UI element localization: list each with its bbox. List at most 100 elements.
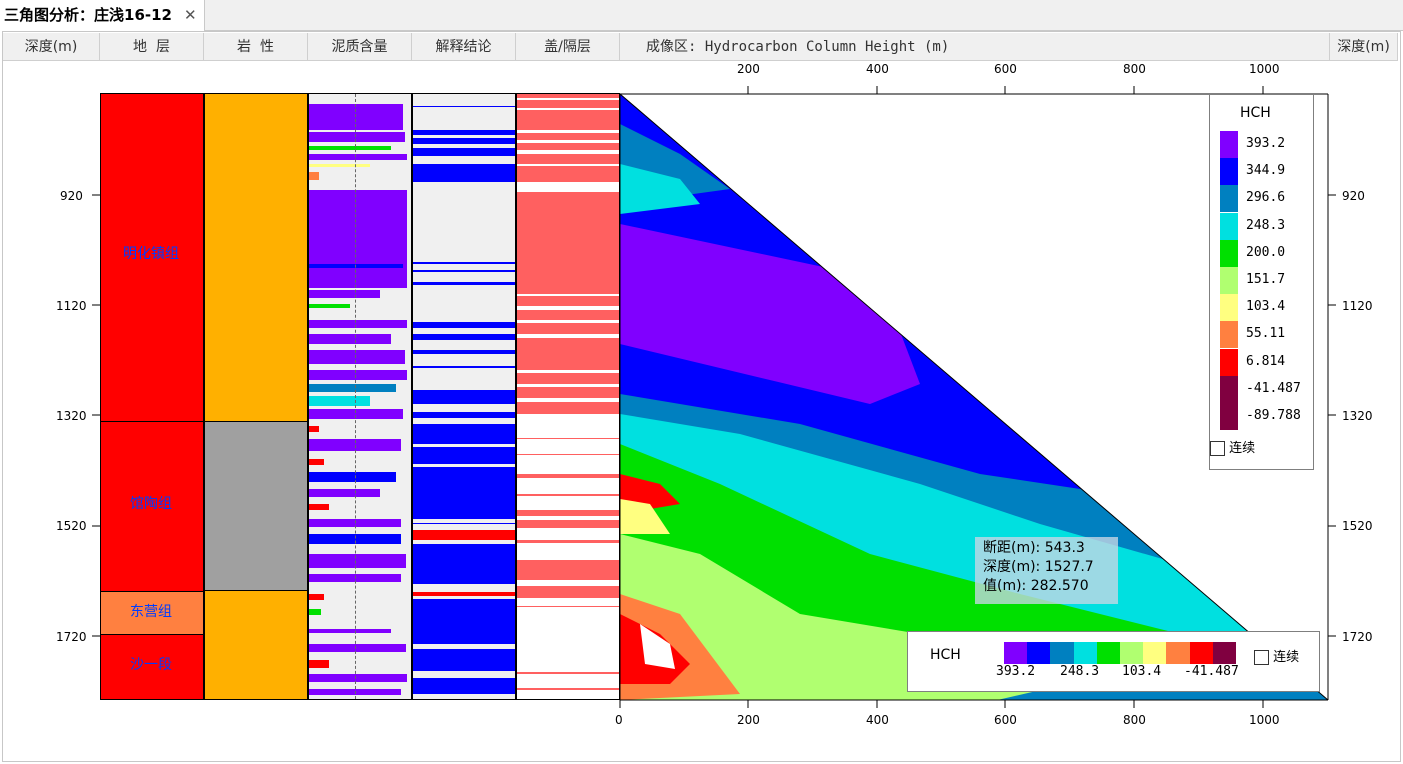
x-label: 200 bbox=[737, 713, 760, 727]
hlegend-swatch bbox=[1212, 642, 1237, 664]
header-shale: 泥质含量 bbox=[308, 33, 412, 61]
close-icon[interactable]: ✕ bbox=[184, 6, 197, 24]
cursor-readout: 断距(m): 543.3 深度(m): 1527.7 值(m): 282.570 bbox=[975, 537, 1118, 604]
legend-value: 6.814 bbox=[1246, 353, 1286, 369]
continuous-toggle[interactable]: 连续 bbox=[1210, 437, 1255, 456]
legend-item: 344.9 bbox=[1220, 158, 1310, 186]
legend-swatch bbox=[1220, 294, 1238, 322]
legend-item: -41.487 bbox=[1220, 375, 1310, 403]
legend-value: 200.0 bbox=[1246, 244, 1286, 260]
continuous-checkbox[interactable] bbox=[1210, 441, 1225, 456]
depth-label: 1720 bbox=[1342, 630, 1373, 644]
legend-item: 55.11 bbox=[1220, 321, 1310, 349]
hch-legend: HCH 393.2 344.9 296.6 248.3 200.0 151.7 103.4 5… bbox=[1209, 94, 1314, 470]
hlegend-swatch bbox=[1073, 642, 1098, 664]
legend-swatch bbox=[1220, 212, 1238, 240]
formation-label: 东营组 bbox=[130, 604, 172, 620]
x-label: 600 bbox=[994, 62, 1017, 76]
hlegend-swatches bbox=[1004, 642, 1237, 664]
x-label: 1000 bbox=[1249, 62, 1280, 76]
hlegend-swatch bbox=[1050, 642, 1075, 664]
legend-swatch bbox=[1220, 375, 1238, 403]
hch-horizontal-legend: HCH 393.2 248.3 103.4 -41.487 连续 bbox=[907, 631, 1320, 692]
hlegend-swatch bbox=[1166, 642, 1191, 664]
legend-item: 6.814 bbox=[1220, 348, 1310, 376]
formation-label: 明化镇组 bbox=[123, 246, 179, 262]
depth-label: 1320 bbox=[56, 409, 87, 423]
depth-label: 1320 bbox=[1342, 409, 1373, 423]
legend-swatch bbox=[1220, 403, 1238, 430]
tab-bar: 三角图分析：庄浅16-12 ✕ bbox=[0, 0, 1403, 31]
x-label: 200 bbox=[737, 62, 760, 76]
header-interpretation: 解释结论 bbox=[412, 33, 516, 61]
legend-swatch bbox=[1220, 239, 1238, 267]
formation-label: 沙一段 bbox=[130, 657, 172, 673]
depth-label: 1520 bbox=[56, 519, 87, 533]
depth-label: 1520 bbox=[1342, 519, 1373, 533]
hlegend-swatch bbox=[1120, 642, 1144, 664]
header-formation: 地 层 bbox=[100, 33, 204, 61]
hlegend-title: HCH bbox=[930, 647, 961, 663]
x-label: 0 bbox=[615, 713, 623, 727]
x-label: 600 bbox=[994, 713, 1017, 727]
readout-value: 值(m): 282.570 bbox=[983, 578, 1089, 594]
x-label: 800 bbox=[1123, 713, 1146, 727]
hlegend-swatch bbox=[1004, 642, 1028, 664]
hlegend-swatch bbox=[1189, 642, 1214, 664]
interpretation-track bbox=[412, 93, 516, 700]
legend-value: -41.487 bbox=[1246, 380, 1301, 396]
depth-label: 1720 bbox=[56, 630, 87, 644]
tab-title: 三角图分析：庄浅16-12 bbox=[4, 6, 172, 24]
hlegend-label: 393.2 bbox=[996, 664, 1036, 679]
legend-value: 151.7 bbox=[1246, 272, 1286, 287]
legend-value: 103.4 bbox=[1246, 299, 1286, 315]
legend-swatch bbox=[1220, 185, 1238, 213]
legend-swatch bbox=[1220, 158, 1238, 186]
readout-distance: 断距(m): 543.3 bbox=[983, 540, 1085, 556]
header-lithology: 岩 性 bbox=[204, 33, 308, 61]
hlegend-label: 248.3 bbox=[1060, 664, 1100, 679]
lithology-track bbox=[204, 93, 308, 700]
legend-item: 248.3 bbox=[1220, 212, 1310, 240]
depth-label: 920 bbox=[1342, 189, 1365, 203]
hlegend-continuous-toggle[interactable]: 连续 bbox=[1254, 646, 1299, 665]
hlegend-continuous-checkbox[interactable] bbox=[1254, 650, 1269, 665]
readout-depth: 深度(m): 1527.7 bbox=[983, 559, 1094, 575]
legend-item: -89.788 bbox=[1220, 403, 1310, 430]
hlegend-label: 103.4 bbox=[1122, 664, 1162, 679]
legend-title: HCH bbox=[1240, 105, 1271, 121]
formation-track: 明化镇组 馆陶组 东营组 沙一段 bbox=[100, 93, 204, 700]
header-seal: 盖/隔层 bbox=[516, 33, 620, 61]
depth-label: 1120 bbox=[56, 299, 87, 313]
legend-value: 344.9 bbox=[1246, 163, 1286, 179]
legend-value: 393.2 bbox=[1246, 136, 1286, 151]
seal-track bbox=[516, 93, 620, 700]
depth-label: 1120 bbox=[1342, 299, 1373, 313]
legend-value: 248.3 bbox=[1246, 217, 1286, 233]
x-label: 1000 bbox=[1249, 713, 1280, 727]
hlegend-swatch bbox=[1096, 642, 1121, 664]
formation-label: 馆陶组 bbox=[130, 496, 172, 512]
legend-value: -89.788 bbox=[1246, 408, 1301, 423]
hlegend-swatch bbox=[1143, 642, 1167, 664]
legend-swatch bbox=[1220, 131, 1238, 158]
x-label: 400 bbox=[866, 62, 889, 76]
depth-label: 920 bbox=[60, 189, 83, 203]
shale-content-track bbox=[308, 93, 412, 700]
x-label: 400 bbox=[866, 713, 889, 727]
legend-item: 200.0 bbox=[1220, 239, 1310, 267]
hlegend-swatch bbox=[1027, 642, 1051, 664]
header-imaging: 成像区: Hydrocarbon Column Height (m) bbox=[620, 33, 1330, 61]
x-label: 800 bbox=[1123, 62, 1146, 76]
hlegend-continuous-label: 连续 bbox=[1273, 650, 1300, 665]
legend-item: 393.2 bbox=[1220, 131, 1310, 158]
tab-triangle-analysis[interactable]: 三角图分析：庄浅16-12 ✕ bbox=[0, 0, 205, 31]
legend-item: 296.6 bbox=[1220, 185, 1310, 213]
header-depth-right: 深度(m) bbox=[1330, 33, 1398, 61]
header-depth-left: 深度(m) bbox=[3, 33, 100, 61]
legend-item: 151.7 bbox=[1220, 267, 1310, 294]
hlegend-label: -41.487 bbox=[1184, 664, 1239, 679]
legend-value: 296.6 bbox=[1246, 190, 1286, 206]
legend-swatch bbox=[1220, 348, 1238, 376]
legend-value: 55.11 bbox=[1246, 326, 1286, 342]
